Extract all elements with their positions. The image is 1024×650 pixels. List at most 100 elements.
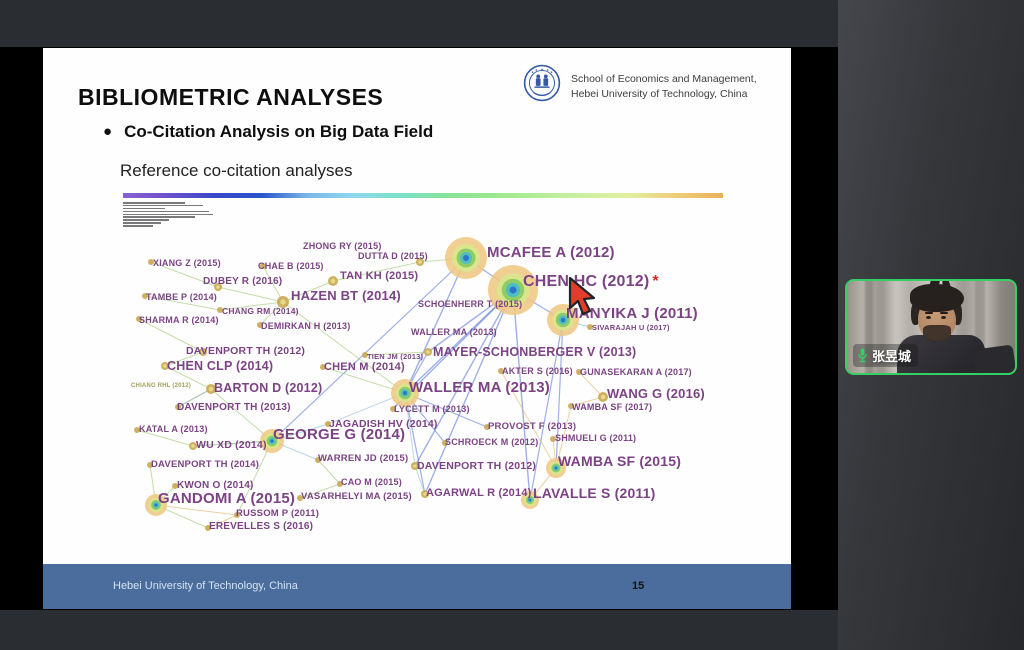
citation-node-core [216,285,220,289]
citation-node [217,307,223,313]
citation-label: DAVENPORT TH (2012) [186,345,306,357]
citation-label: BARTON D (2012) [214,381,323,395]
slide-page-number: 15 [632,580,645,592]
background-door-frame [975,281,985,373]
citation-label: TIEN JM (2013) [367,352,424,361]
citation-node [257,322,263,328]
person-eye [926,316,931,319]
citation-edge [210,388,273,442]
citation-edge [364,351,429,356]
citation-edge [236,440,273,516]
citation-node-core [163,364,167,368]
citation-label: DAVENPORT TH (2013) [177,402,291,413]
background-door-frame [865,281,873,373]
citation-label: WALLER MA (2013) [411,327,497,337]
citation-node [297,495,303,501]
mouse-cursor-icon [568,276,596,316]
person-hair-side [911,303,920,325]
person-beard [923,325,951,342]
citation-node-core [600,394,606,400]
citation-label: LYCETT M (2013) [394,404,470,414]
citation-edge [192,440,273,447]
citation-label: WARREN JD (2015) [318,453,409,464]
citation-node [175,404,181,410]
cocitation-network-graph: ZHONG RY (2015) DUTTA D (2015) XIANG Z (20… [115,190,795,552]
citation-edge [144,295,221,311]
citation-label: GANDOMI A (2015) [158,490,296,507]
citation-edge [164,351,204,367]
citation-node [134,427,140,433]
citation-label: CHEN HC (2012) * [523,273,659,290]
person-hair-side [953,303,962,325]
citation-node-core [413,464,417,468]
citation-label: DAVENPORT TH (2012) [417,460,537,472]
university-name-text: School of Economics and Management, Hebe… [571,64,757,102]
citation-node [147,462,153,468]
citation-label: GUNASEKARAN A (2017) [580,367,692,377]
citation-node [587,324,593,330]
top-bar [0,0,838,47]
citation-edge [164,365,212,390]
citation-label: CHAE B (2015) [258,261,324,271]
citation-label: TAMBE P (2014) [146,292,217,302]
graph-caption: Reference co-citation analyses [120,161,353,180]
citation-node [172,483,178,489]
shared-slide: BIBLIOMETRIC ANALYSES School o [43,48,791,609]
citation-edge [219,301,284,311]
citation-node [550,436,556,442]
citation-label: CHANG RM (2014) [222,306,299,316]
university-seal-icon [523,64,561,102]
citation-node [568,403,574,409]
citation-edge [262,265,284,303]
citation-edge [138,318,204,353]
person-eyebrow [940,312,948,314]
citation-label: CHEN M (2014) [324,361,405,373]
citation-edge [404,392,488,428]
citation-label: WALLER MA (2013) [409,379,550,396]
citation-edge [332,261,421,282]
citation-edge [282,280,334,303]
logo-text-line2: Hebei University of Technology, China [571,88,748,100]
citation-label: SHMUELI G (2011) [555,433,637,443]
citation-label: SCHOENHERR T (2015) [418,299,523,309]
citation-label: DUBEY R (2016) [203,276,283,287]
citation-edge [500,370,557,469]
citation-node [136,316,142,322]
citation-label: SCHROECK M (2012) [445,437,539,447]
citation-burst-ring [560,317,566,323]
citation-label: DEMIRKAN H (2013) [261,321,351,331]
citation-label: SHARMA R (2014) [139,315,219,325]
citation-node [315,457,321,463]
citation-burst-ring [403,391,407,395]
bullet-text: Co-Citation Analysis on Big Data Field [124,122,434,141]
citation-node [390,406,396,412]
citation-label: MANYIKA J (2011) [566,305,698,322]
citation-label: CAO M (2015) [341,477,402,487]
citation-node [498,368,504,374]
citation-node [320,364,326,370]
citation-edge [207,514,238,529]
citation-node [142,293,148,299]
citation-edge [177,388,212,408]
citation-edge [282,301,406,394]
citation-node [484,424,490,430]
citation-edge [322,366,406,394]
citation-label: WANG G (2016) [607,386,705,401]
citation-edge [414,465,426,495]
citation-node [337,481,343,487]
webcam-thumbnail[interactable]: 张昱城 [845,279,1017,375]
citation-node [362,352,368,358]
citation-edge [404,392,426,495]
citation-node-core [201,350,205,354]
citation-label: RUSSOM P (2011) [236,508,320,519]
citation-label: AGARWAL R (2014) [426,487,532,499]
citation-label: JAGADISH HV (2014) [329,418,438,430]
citation-edge [317,459,341,485]
citation-label: CHEN CLP (2014) [167,359,274,373]
person-eye [941,316,946,319]
citation-label: LAVALLE S (2011) [533,485,656,501]
person-eyebrow [925,312,933,314]
citation-label: SIVARAJAH U (2017) [592,323,670,332]
citation-label: HAZEN BT (2014) [291,288,401,303]
